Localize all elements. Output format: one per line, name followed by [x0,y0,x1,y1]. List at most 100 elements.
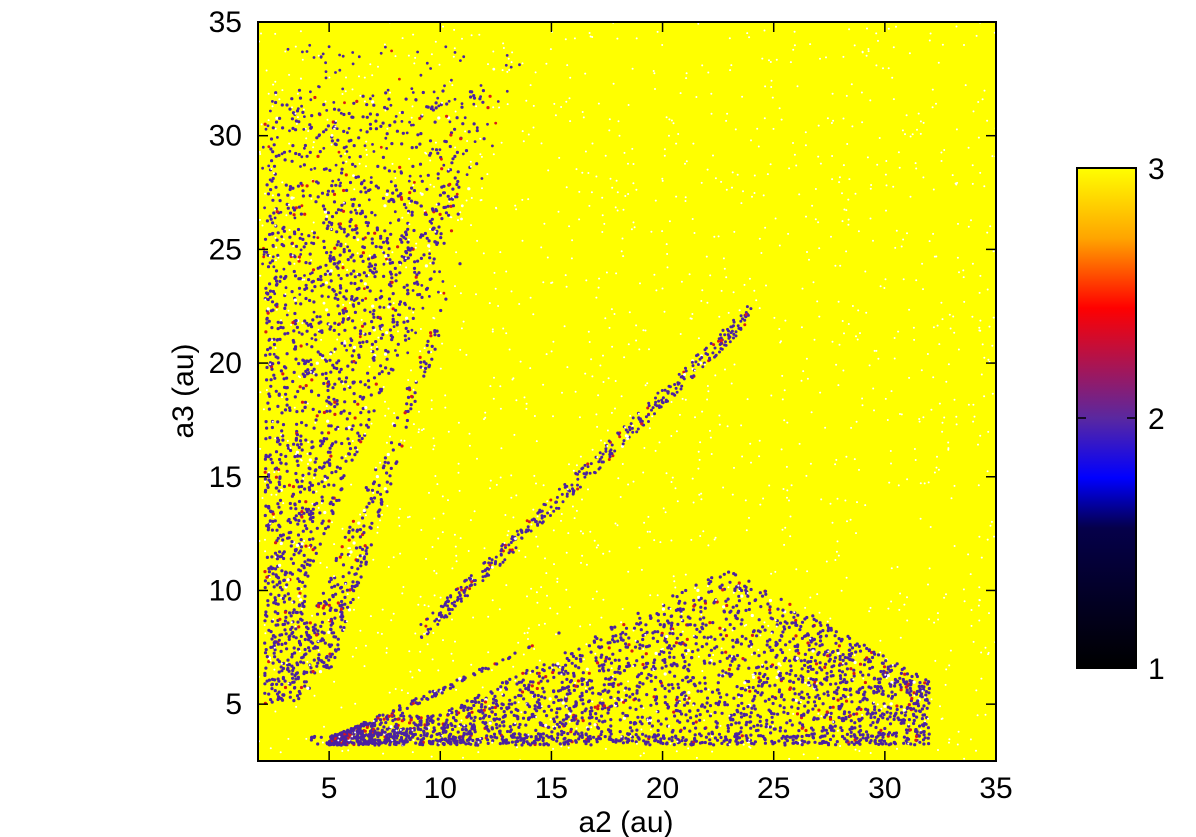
scatter-point [286,331,290,335]
scatter-point [333,321,337,325]
scatter-point [566,732,570,736]
scatter-point [432,226,436,230]
scatter-point [272,585,276,589]
scatter-point [386,461,390,465]
scatter-point [442,191,446,195]
scatter-point [530,644,534,648]
scatter-point [565,677,569,682]
scatter-point [368,122,372,126]
scatter-point [595,636,599,641]
scatter-point [383,204,387,208]
scatter-point [594,656,598,660]
scatter-point [494,699,498,703]
scatter-point [449,204,453,208]
scatter-point [395,188,399,192]
scatter-point [744,608,748,613]
scatter-point [281,596,285,601]
scatter-point [324,656,328,660]
scatter-point [360,298,365,302]
scatter-point [806,700,810,704]
scatter-point [276,253,280,257]
scatter-point [596,661,600,665]
scatter-point [781,608,785,612]
scatter-point [839,676,843,681]
scatter-point [434,106,438,110]
scatter-point [278,563,282,568]
scatter-point [699,734,703,738]
scatter-point [377,514,381,518]
scatter-point [406,246,410,250]
scatter-point [658,623,662,627]
scatter-point [717,701,721,705]
scatter-point [682,690,687,694]
scatter-point [409,407,413,411]
scatter-point [681,736,685,740]
scatter-point [414,145,418,149]
scatter-point [472,719,476,723]
scatter-point [391,320,395,324]
scatter-point [686,719,690,723]
scatter-point [555,495,559,499]
scatter-point [329,257,333,261]
scatter-point [899,685,903,689]
scatter-point [728,623,732,627]
scatter-point [867,649,871,653]
scatter-point [728,738,732,742]
scatter-point [547,704,551,709]
scatter-point [708,742,712,746]
scatter-point [855,740,860,744]
scatter-point [270,300,275,304]
scatter-point [391,317,395,321]
scatter-point [566,671,570,675]
scatter-point [270,326,274,330]
scatter-point [499,685,503,689]
scatter-point [385,480,389,484]
scatter-point [786,711,790,716]
scatter-point [647,644,652,648]
scatter-point [334,427,338,431]
scatter-point [309,389,314,393]
scatter-point [525,736,529,740]
scatter-point [315,315,319,319]
scatter-point [447,213,451,217]
scatter-point [841,658,845,663]
scatter-point [684,713,688,717]
scatter-point [383,730,387,734]
scatter-point [293,274,298,278]
scatter-point [293,255,297,259]
scatter-point [431,261,435,265]
scatter-point [291,321,295,325]
scatter-point [338,466,342,470]
scatter-point [607,682,611,687]
scatter-point [297,445,301,450]
scatter-point [552,700,556,705]
scatter-point [906,705,910,709]
scatter-point [312,658,316,662]
scatter-point [329,606,333,610]
scatter-point [472,122,476,126]
scatter-point [726,743,730,747]
scatter-point [720,741,724,746]
scatter-point [383,352,388,356]
scatter-point [893,693,898,697]
scatter-point [725,738,729,742]
scatter-point [306,368,310,372]
scatter-point [298,490,303,494]
scatter-point [303,594,307,598]
scatter-point [689,716,693,720]
scatter-point [543,696,547,700]
scatter-point [313,460,317,464]
scatter-point [747,601,752,606]
scatter-point [829,670,833,674]
scatter-point [300,656,304,660]
scatter-point [519,694,523,698]
scatter-point [736,324,740,328]
scatter-point [822,692,826,696]
scatter-point [823,715,827,719]
scatter-point [756,665,761,669]
scatter-point [671,728,675,733]
scatter-point [294,507,298,511]
scatter-point [731,605,735,609]
scatter-point [369,497,373,501]
scatter-point [589,706,593,710]
